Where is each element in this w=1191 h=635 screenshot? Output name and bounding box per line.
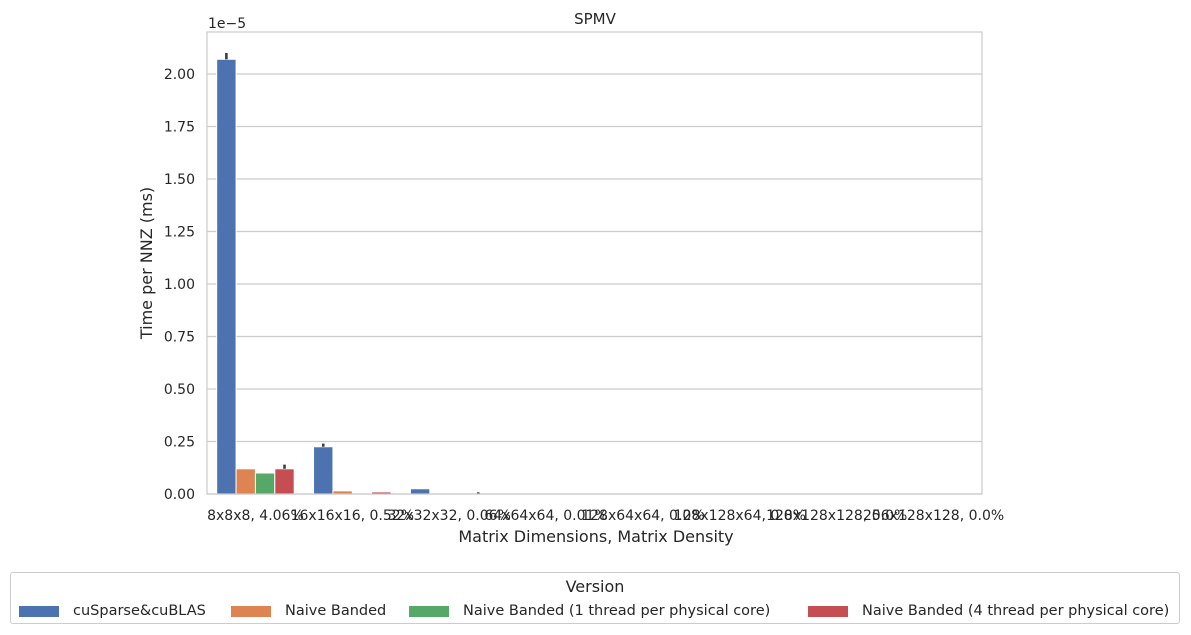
bar-0-2	[409, 488, 431, 495]
plot-frame	[206, 31, 983, 495]
legend: Version cuSparse&cuBLAS Naive Banded Nai…	[10, 572, 1180, 624]
legend-title: Version	[565, 577, 625, 596]
legend-swatch	[231, 605, 271, 617]
y-tick-label: 1.50	[164, 172, 195, 188]
chart-title: SPMV	[574, 10, 617, 28]
legend-label: Naive Banded (4 thread per physical core…	[862, 603, 1170, 619]
y-tick-label: 0.50	[164, 382, 195, 398]
y-tick-label: 0.25	[164, 435, 195, 451]
bar-0-0	[216, 58, 237, 495]
bar-1-0	[235, 468, 256, 495]
y-tick-label: 1.00	[164, 277, 195, 293]
y-gridlines	[207, 73, 982, 495]
bar-0-1	[313, 446, 334, 495]
y-tick-labels: 0.00 0.25 0.50 0.75 1.00 1.25 1.50 1.75 2.00	[164, 67, 195, 503]
x-axis-label: Matrix Dimensions, Matrix Density	[458, 527, 733, 546]
x-tick-label: 8x8x8, 4.06%	[207, 508, 304, 524]
bars-group	[216, 53, 480, 495]
legend-swatch	[19, 605, 59, 617]
y-axis-label: Time per NNZ (ms)	[137, 187, 156, 340]
x-tick-label: 128x64x64, 0.0%	[581, 508, 704, 524]
x-tick-label: 128x128x64, 0.0%	[674, 508, 806, 524]
bar-3-0	[274, 468, 295, 495]
legend-item-naive-banded-1-thread: Naive Banded (1 thread per physical core…	[409, 602, 770, 620]
x-tick-labels: 8x8x8, 4.06%16x16x16, 0.52%32x32x32, 0.0…	[207, 508, 1004, 524]
y-tick-label: 2.00	[164, 67, 195, 83]
legend-item-naive-banded: Naive Banded	[231, 602, 386, 620]
x-tick-label: 32x32x32, 0.06%	[387, 508, 510, 524]
y-tick-label: 1.75	[164, 120, 195, 136]
x-tick-label: 128x128x128, 0.0%	[766, 508, 907, 524]
legend-item-naive-banded-4-thread: Naive Banded (4 thread per physical core…	[808, 602, 1169, 620]
y-axis-offset-label: 1e−5	[208, 16, 246, 32]
legend-swatch	[808, 605, 848, 617]
legend-label: Naive Banded	[285, 603, 387, 619]
spmv-bar-chart: SPMV 1e−5 0.00 0.25 0.50 0.75 1.00 1.25 1.50 1.…	[137, 10, 1004, 546]
legend-label: Naive Banded (1 thread per physical core…	[463, 603, 771, 619]
legend-swatch	[409, 605, 449, 617]
x-tick-label: 16x16x16, 0.52%	[291, 508, 414, 524]
y-tick-label: 0.75	[164, 330, 195, 346]
bar-2-0	[254, 472, 276, 495]
x-tick-label: 64x64x64, 0.01%	[484, 508, 607, 524]
legend-item-cusparse-cublas: cuSparse&cuBLAS	[19, 602, 206, 620]
x-tick-label: 256x128x128, 0.0%	[863, 508, 1004, 524]
legend-label: cuSparse&cuBLAS	[73, 603, 206, 619]
y-tick-label: 0.00	[164, 487, 195, 503]
y-tick-label: 1.25	[164, 225, 195, 241]
